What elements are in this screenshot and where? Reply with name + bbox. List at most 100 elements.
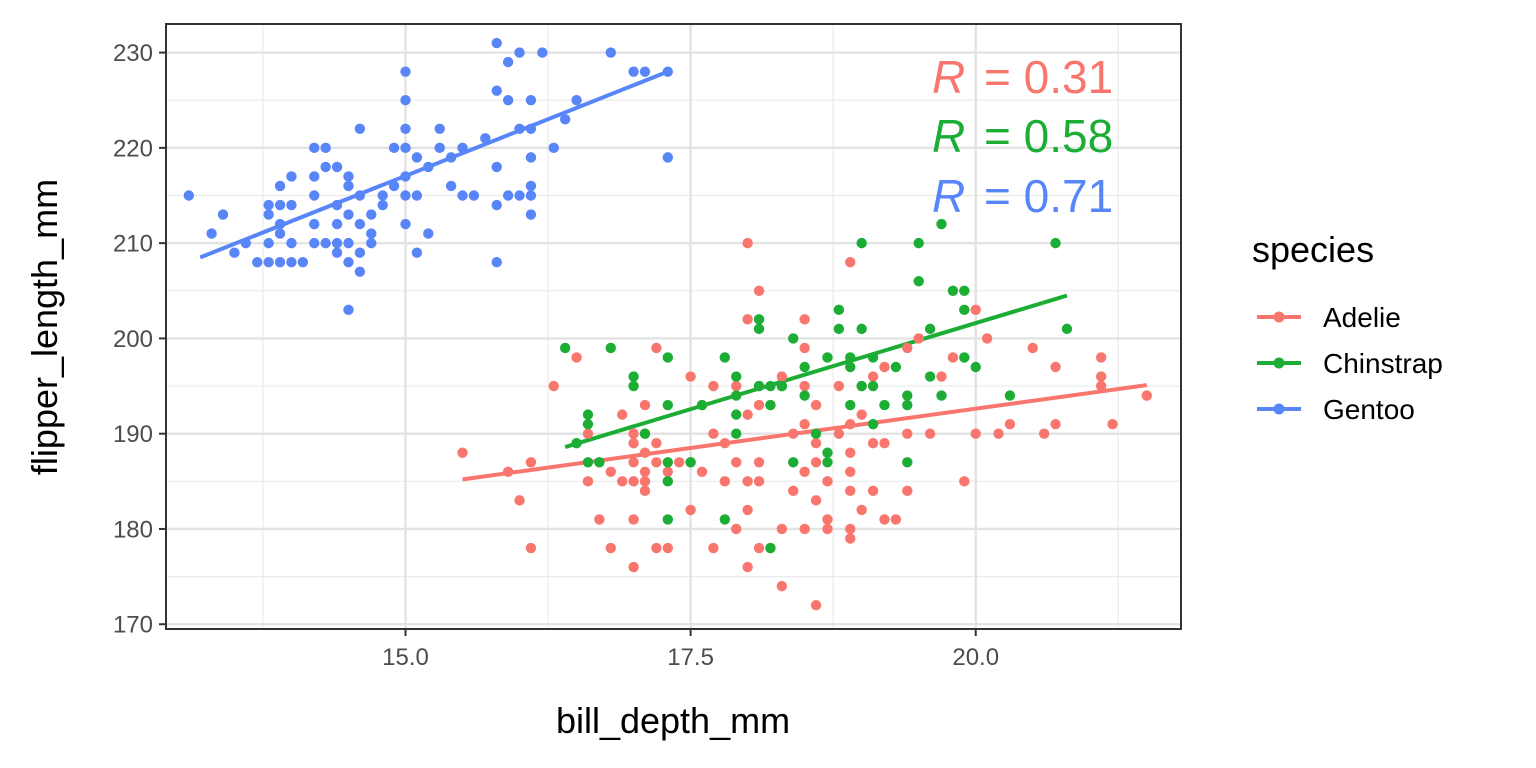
point-adelie	[867, 485, 879, 497]
point-adelie	[628, 457, 639, 468]
point-adelie	[856, 504, 867, 516]
point-chinstrap	[662, 514, 673, 525]
y-axis: 170 180 190 200 210 220 230	[113, 40, 166, 639]
point-chinstrap	[867, 352, 879, 363]
point-chinstrap	[571, 438, 582, 449]
point-gentoo	[217, 209, 229, 220]
point-adelie	[856, 409, 867, 420]
point-gentoo	[434, 123, 445, 135]
point-gentoo	[514, 123, 525, 135]
r-value: = 0.31	[984, 51, 1113, 103]
point-gentoo	[480, 133, 491, 144]
y-tick-label: 190	[113, 421, 153, 448]
point-adelie	[525, 457, 537, 468]
point-chinstrap	[662, 352, 673, 363]
point-gentoo	[662, 152, 673, 163]
point-adelie	[685, 371, 696, 382]
point-chinstrap	[605, 342, 616, 354]
point-chinstrap	[582, 409, 594, 420]
point-gentoo	[400, 190, 411, 201]
point-adelie	[845, 447, 856, 458]
point-adelie	[742, 314, 753, 325]
point-gentoo	[388, 180, 400, 192]
point-gentoo	[331, 199, 343, 211]
point-chinstrap	[799, 390, 810, 401]
point-adelie	[810, 457, 822, 468]
point-chinstrap	[890, 361, 902, 373]
point-adelie	[1095, 371, 1107, 382]
point-chinstrap	[1061, 323, 1073, 335]
point-chinstrap	[1050, 237, 1061, 249]
r-value: = 0.71	[984, 170, 1113, 222]
point-adelie	[731, 380, 742, 392]
point-gentoo	[286, 199, 297, 211]
point-adelie	[902, 485, 913, 497]
point-adelie	[845, 466, 856, 477]
legend-label-gentoo: Gentoo	[1323, 394, 1415, 425]
point-adelie	[970, 428, 981, 439]
point-gentoo	[605, 47, 616, 58]
point-gentoo	[423, 161, 434, 173]
point-chinstrap	[822, 352, 833, 363]
point-gentoo	[377, 199, 388, 211]
r-symbol: R	[932, 170, 965, 222]
point-chinstrap	[696, 399, 708, 411]
point-adelie	[548, 380, 559, 392]
point-adelie	[731, 523, 742, 535]
point-gentoo	[331, 247, 343, 258]
point-adelie	[753, 285, 765, 296]
point-chinstrap	[959, 352, 970, 363]
point-adelie	[1050, 361, 1061, 373]
point-gentoo	[343, 256, 354, 268]
point-gentoo	[331, 237, 343, 249]
point-adelie	[1027, 342, 1038, 354]
point-chinstrap	[924, 323, 936, 335]
point-gentoo	[525, 95, 537, 106]
point-adelie	[788, 485, 799, 497]
point-adelie	[651, 438, 662, 449]
y-tick-label: 180	[113, 516, 153, 543]
point-adelie	[719, 438, 731, 449]
point-adelie	[708, 380, 719, 392]
point-adelie	[788, 428, 799, 439]
point-adelie	[867, 438, 879, 449]
point-gentoo	[457, 142, 468, 154]
x-axis-title: bill_depth_mm	[556, 700, 790, 741]
point-gentoo	[309, 171, 320, 182]
point-gentoo	[400, 218, 411, 230]
point-chinstrap	[947, 285, 959, 296]
r-symbol: R	[932, 110, 965, 162]
panel-border	[165, 23, 1182, 630]
svg-text:R = 0.58: R = 0.58	[932, 110, 1113, 162]
point-adelie	[639, 485, 651, 497]
point-adelie	[879, 438, 890, 449]
point-adelie	[845, 523, 856, 535]
point-gentoo	[343, 171, 354, 182]
point-chinstrap	[731, 371, 742, 382]
point-adelie	[776, 371, 788, 382]
x-tick-label: 20.0	[952, 644, 999, 671]
point-adelie	[947, 352, 959, 363]
point-gentoo	[502, 190, 514, 201]
point-chinstrap	[719, 514, 731, 525]
point-adelie	[845, 418, 856, 430]
point-gentoo	[491, 37, 502, 49]
point-gentoo	[354, 218, 366, 230]
point-adelie	[867, 371, 879, 382]
point-adelie	[571, 352, 582, 363]
y-tick-label: 210	[113, 231, 153, 258]
data-points	[183, 37, 1152, 611]
r-symbol: R	[932, 51, 965, 103]
point-gentoo	[354, 266, 366, 277]
point-adelie	[628, 561, 639, 573]
point-adelie	[742, 237, 753, 249]
point-gentoo	[445, 152, 457, 163]
point-adelie	[879, 361, 890, 373]
point-adelie	[605, 542, 616, 554]
point-chinstrap	[753, 314, 765, 325]
point-chinstrap	[856, 323, 867, 335]
point-gentoo	[662, 66, 673, 77]
point-chinstrap	[867, 418, 879, 430]
point-adelie	[1004, 418, 1016, 430]
